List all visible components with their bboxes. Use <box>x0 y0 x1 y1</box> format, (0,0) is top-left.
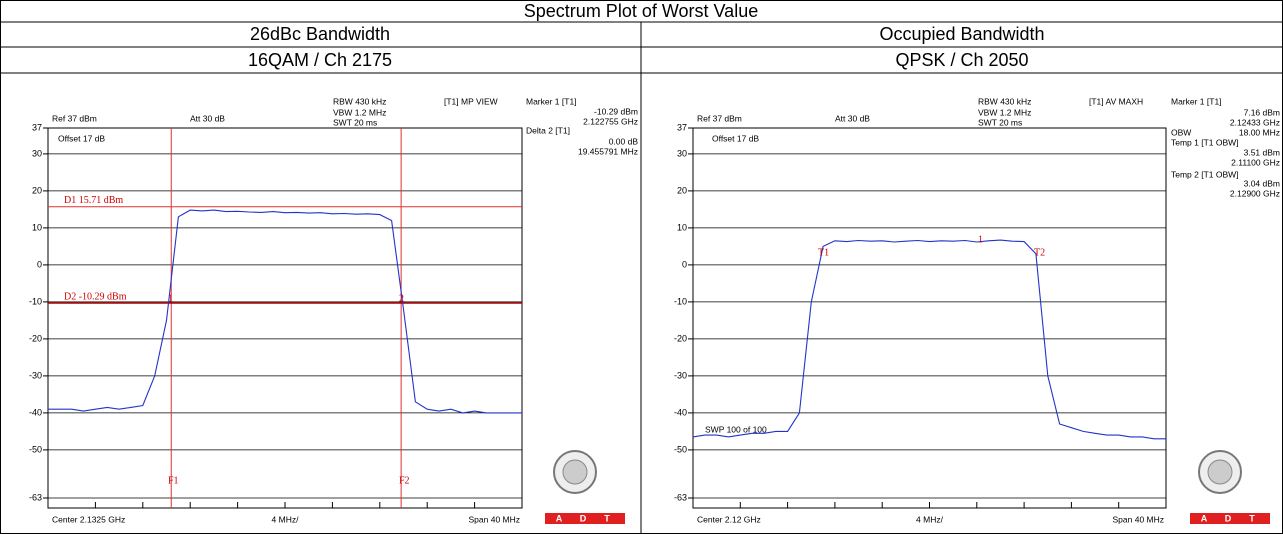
logo-letter: T <box>1249 513 1255 523</box>
footer-label: 4 MHz/ <box>272 514 300 524</box>
setting-label: SWP 100 of 100 <box>705 424 767 434</box>
setting-label: Offset 17 dB <box>58 133 105 143</box>
marker-label: OBW <box>1171 127 1191 137</box>
y-tick-label: 37 <box>32 122 42 132</box>
marker-label: Marker 1 [T1] <box>1171 96 1222 106</box>
setting-label: [T1] AV MAXH <box>1089 96 1143 106</box>
logo-letter: A <box>556 513 563 523</box>
marker-label: Delta 2 [T1] <box>526 125 570 135</box>
marker-value: 18.00 MHz <box>1239 127 1280 137</box>
spectrum-trace <box>692 239 1166 440</box>
setting-label: [T1] MP VIEW <box>444 96 498 106</box>
spectrum-trace <box>48 209 522 414</box>
footer-label: Center 2.12 GHz <box>697 514 761 524</box>
logo-seal-inner <box>562 459 588 485</box>
marker-value: 19.455791 MHz <box>578 146 638 156</box>
column-subheader: QPSK / Ch 2050 <box>895 50 1028 70</box>
y-tick-label: 0 <box>682 259 687 269</box>
marker-value: 2.122755 GHz <box>583 116 638 126</box>
column-subheader: 16QAM / Ch 2175 <box>248 50 392 70</box>
marker-value: 2.12900 GHz <box>1230 188 1280 198</box>
marker-value: 7.16 dBm <box>1244 107 1280 117</box>
setting-label: RBW 430 kHz <box>333 96 386 106</box>
logo-letter: T <box>604 513 610 523</box>
y-tick-label: -50 <box>674 444 687 454</box>
logo-letter: A <box>1201 513 1208 523</box>
setting-label: SWT 20 ms <box>978 117 1022 127</box>
setting-label: Offset 17 dB <box>712 133 759 143</box>
trace-marker-label: 2 <box>399 293 404 304</box>
table-title: Spectrum Plot of Worst Value <box>524 1 758 21</box>
y-tick-label: -30 <box>674 370 687 380</box>
marker-value: 2.12433 GHz <box>1230 117 1280 127</box>
y-tick-label: 0 <box>37 259 42 269</box>
marker-label: Temp 2 [T1 OBW] <box>1171 169 1239 179</box>
y-tick-label: 30 <box>677 148 687 158</box>
y-tick-label: -30 <box>29 370 42 380</box>
y-tick-label: -40 <box>29 407 42 417</box>
y-tick-label: -10 <box>674 296 687 306</box>
trace-marker-label: 1 <box>168 293 173 304</box>
logo-seal-inner <box>1207 459 1233 485</box>
trace-marker-label: F1 <box>168 475 179 486</box>
marker-label: Temp 1 [T1 OBW] <box>1171 137 1239 147</box>
column-header: 26dBc Bandwidth <box>250 24 390 44</box>
logo-letter: D <box>1225 513 1232 523</box>
trace-marker-label: T1 <box>818 247 829 258</box>
trace-marker-label: F2 <box>399 475 410 486</box>
logo-letter: D <box>580 513 587 523</box>
y-tick-label: -10 <box>29 296 42 306</box>
logo-bar <box>1190 513 1270 524</box>
y-tick-label: -20 <box>674 333 687 343</box>
y-tick-label: -63 <box>29 492 42 502</box>
y-tick-label: 10 <box>677 222 687 232</box>
marker-value: 0.00 dB <box>609 136 639 146</box>
setting-label: VBW 1.2 MHz <box>333 107 386 117</box>
plot-frame <box>47 127 523 509</box>
marker-value: 3.51 dBm <box>1244 147 1280 157</box>
setting-label: SWT 20 ms <box>333 117 377 127</box>
y-tick-label: -20 <box>29 333 42 343</box>
plot-frame <box>692 127 1167 509</box>
y-tick-label: -63 <box>674 492 687 502</box>
column-header: Occupied Bandwidth <box>879 24 1044 44</box>
trace-marker-label: T2 <box>1034 247 1045 258</box>
setting-label: Att 30 dB <box>190 113 225 123</box>
y-tick-label: -40 <box>674 407 687 417</box>
marker-value: 2.11100 GHz <box>1231 157 1280 167</box>
footer-label: 4 MHz/ <box>916 514 944 524</box>
y-tick-label: -50 <box>29 444 42 454</box>
setting-label: Att 30 dB <box>835 113 870 123</box>
setting-label: RBW 430 kHz <box>978 96 1031 106</box>
setting-label: VBW 1.2 MHz <box>978 107 1031 117</box>
y-tick-label: 37 <box>677 122 687 132</box>
footer-label: Span 40 MHz <box>1113 514 1165 524</box>
y-tick-label: 30 <box>32 148 42 158</box>
footer-label: Center 2.1325 GHz <box>52 514 125 524</box>
trace-marker-label: 1 <box>978 234 983 245</box>
y-tick-label: 10 <box>32 222 42 232</box>
marker-label: Marker 1 [T1] <box>526 96 577 106</box>
marker-value: -10.29 dBm <box>594 106 638 116</box>
setting-label: Ref 37 dBm <box>697 113 742 123</box>
y-tick-label: 20 <box>677 185 687 195</box>
footer-label: Span 40 MHz <box>469 514 521 524</box>
y-tick-label: 20 <box>32 185 42 195</box>
logo-bar <box>545 513 625 524</box>
marker-value: 3.04 dBm <box>1244 178 1280 188</box>
display-line-label: D1 15.71 dBm <box>64 195 123 206</box>
display-line-label: D2 -10.29 dBm <box>64 291 127 302</box>
setting-label: Ref 37 dBm <box>52 113 97 123</box>
